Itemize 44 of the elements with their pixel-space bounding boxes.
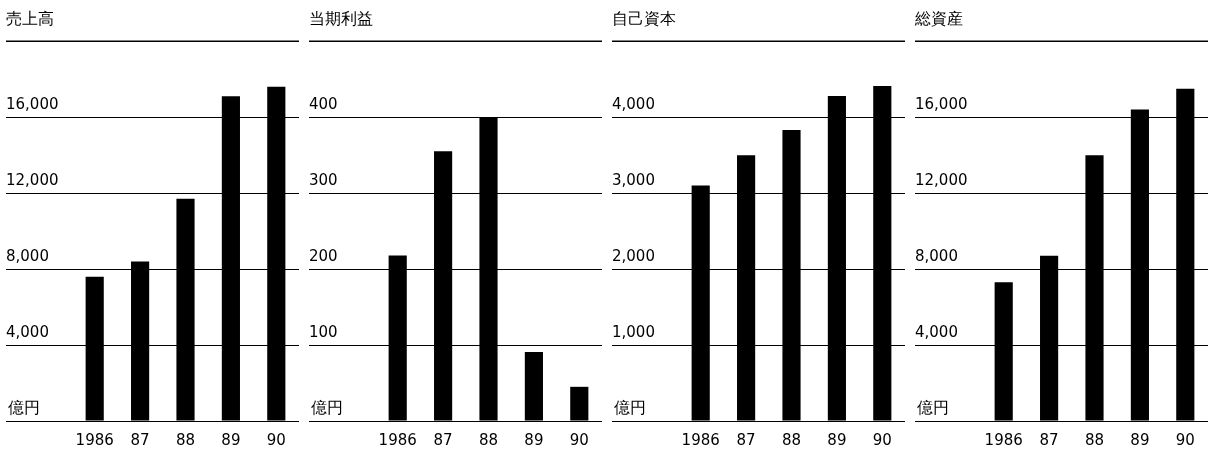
y-tick-label: 4,000 [915, 322, 958, 341]
y-axis-title: 億円 [8, 398, 40, 418]
chart-title: 売上高 [6, 8, 54, 28]
x-tick-label: 88 [478, 430, 499, 449]
y-tick-label: 3,000 [612, 171, 655, 190]
x-tick-label: 1986 [75, 430, 114, 449]
chart-title: 自己資本 [612, 8, 676, 28]
y-tick-label: 12,000 [915, 171, 968, 190]
y-tick-label: 4,000 [6, 322, 49, 341]
x-tick-label: 1986 [681, 430, 720, 449]
y-tick-label: 400 [309, 95, 338, 114]
y-tick-label: 300 [309, 171, 338, 190]
x-tick-label: 90 [266, 430, 286, 449]
y-tick-label: 100 [309, 322, 338, 341]
x-tick-label: 90 [569, 430, 589, 449]
x-tick-label: 89 [524, 430, 544, 449]
x-tick-label: 88 [781, 430, 802, 449]
x-tick-label: 87 [433, 430, 453, 449]
x-tick-label: 90 [872, 430, 892, 449]
y-tick-label: 1,000 [612, 322, 655, 341]
y-tick-label: 4,000 [612, 95, 655, 114]
x-tick-label: 87 [736, 430, 756, 449]
y-tick-label: 8,000 [915, 246, 958, 265]
y-tick-label: 16,000 [915, 95, 968, 114]
x-tick-label: 87 [130, 430, 150, 449]
y-tick-label: 2,000 [612, 246, 655, 265]
x-tick-label: 89 [827, 430, 847, 449]
x-tick-label: 1986 [378, 430, 417, 449]
y-tick-label: 200 [309, 246, 338, 265]
y-axis-title: 億円 [311, 398, 343, 418]
x-tick-label: 88 [1084, 430, 1105, 449]
x-tick-label: 87 [1039, 430, 1059, 449]
y-tick-label: 16,000 [6, 95, 59, 114]
y-axis-title: 億円 [614, 398, 646, 418]
x-tick-label: 89 [221, 430, 241, 449]
x-tick-label: 90 [1175, 430, 1195, 449]
chart-title: 当期利益 [309, 8, 373, 28]
y-axis-title: 億円 [917, 398, 949, 418]
x-tick-label: 88 [175, 430, 196, 449]
y-tick-label: 12,000 [6, 171, 59, 190]
y-tick-label: 8,000 [6, 246, 49, 265]
x-tick-label: 1986 [984, 430, 1023, 449]
chart-title: 総資産 [914, 8, 963, 28]
x-tick-label: 89 [1130, 430, 1150, 449]
